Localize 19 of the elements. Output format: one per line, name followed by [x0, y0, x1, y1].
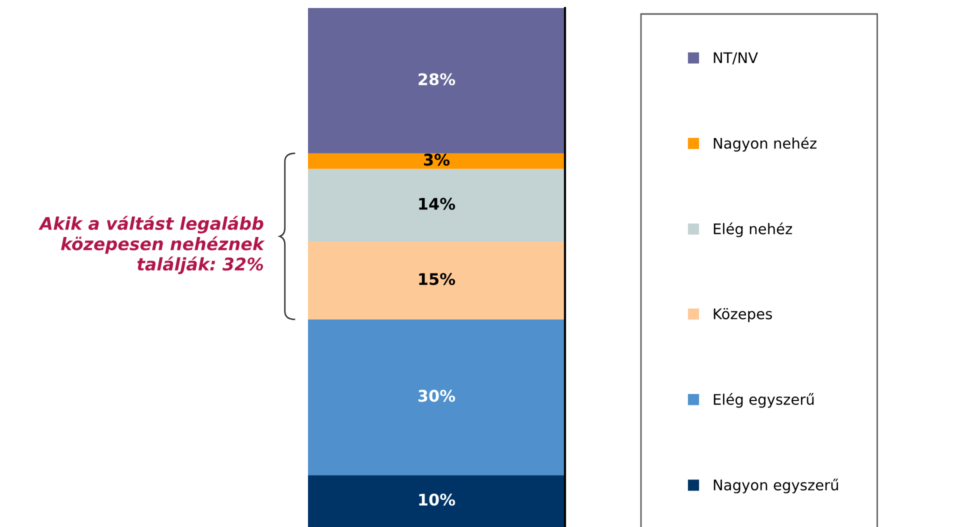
data-label: 10% — [419, 494, 456, 506]
data-label: 28% — [418, 73, 456, 86]
bar — [308, 242, 565, 320]
bar — [308, 153, 565, 169]
legend-label: Nagyon nehéz — [714, 136, 816, 152]
bar — [308, 8, 565, 154]
legend-label: Elég nehéz — [714, 222, 792, 238]
legend-label: NT/NV — [714, 52, 758, 64]
data-label: 14% — [419, 198, 456, 210]
data-label: 15% — [419, 273, 456, 286]
data-label: 3% — [424, 154, 450, 166]
bar — [308, 168, 565, 242]
bar — [308, 475, 565, 527]
data-label: 30% — [418, 390, 456, 402]
legend-label: Nagyon egyszerű — [714, 478, 838, 494]
legend-label: Közepes — [714, 308, 772, 322]
legend-label: Elég egyszerű — [714, 393, 814, 408]
bar — [308, 319, 565, 476]
text: Akik a váltást legalább közepesen nehéznek találják: 32% — [38, 216, 265, 274]
